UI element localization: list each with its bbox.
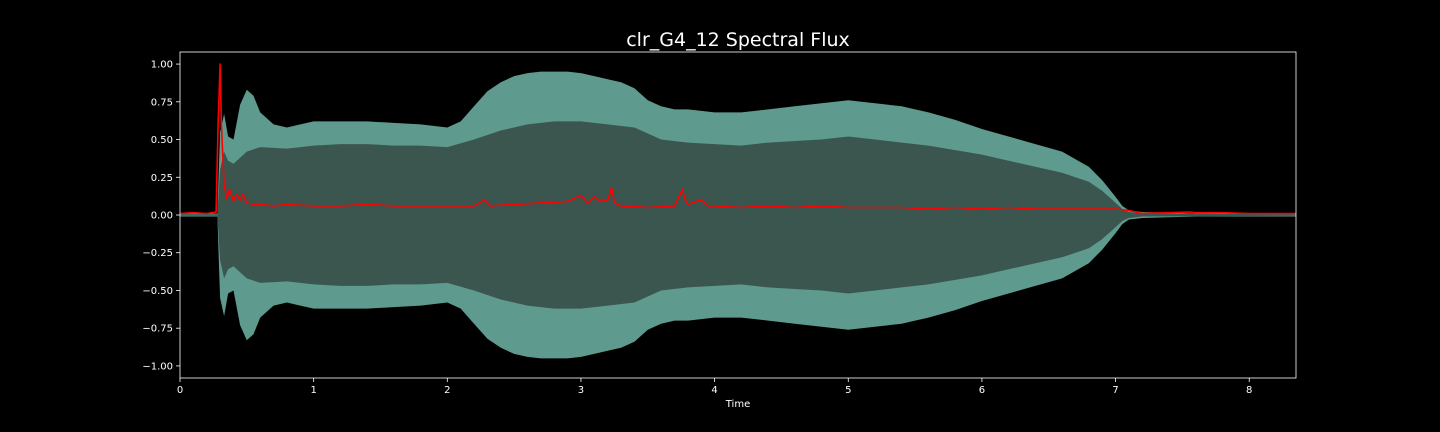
- x-tick-label: 1: [310, 385, 316, 396]
- y-tick-label: 0.75: [151, 97, 173, 108]
- x-tick-label: 2: [444, 385, 450, 396]
- y-axis: 1.00 0.75 0.50 0.25 0.00 −0.25 −0.50 −0.75 −1.00: [142, 60, 180, 372]
- y-tick-label: −0.25: [142, 248, 173, 259]
- y-tick-label: −0.75: [142, 324, 173, 335]
- chart-title: clr_G4_12 Spectral Flux: [626, 29, 850, 51]
- y-tick-label: 0.00: [151, 211, 173, 222]
- x-tick-label: 6: [979, 385, 985, 396]
- x-axis-label: Time: [725, 399, 750, 410]
- y-tick-label: −0.50: [142, 286, 173, 297]
- x-tick-label: 0: [177, 385, 183, 396]
- spectral-flux-line: [179, 63, 1296, 215]
- y-tick-label: 0.50: [151, 135, 173, 146]
- y-tick-label: −1.00: [142, 361, 173, 372]
- waveform-rms-envelope: [180, 121, 1296, 309]
- x-tick-label: 5: [845, 385, 851, 396]
- x-tick-label: 7: [1112, 385, 1118, 396]
- plot-area: [179, 63, 1296, 359]
- x-tick-label: 4: [711, 385, 717, 396]
- x-axis: 0 1 2 3 4 5 6 7 8: [177, 378, 1252, 396]
- y-tick-label: 1.00: [151, 60, 173, 71]
- y-tick-label: 0.25: [151, 173, 173, 184]
- x-tick-label: 8: [1246, 385, 1252, 396]
- x-tick-label: 3: [578, 385, 584, 396]
